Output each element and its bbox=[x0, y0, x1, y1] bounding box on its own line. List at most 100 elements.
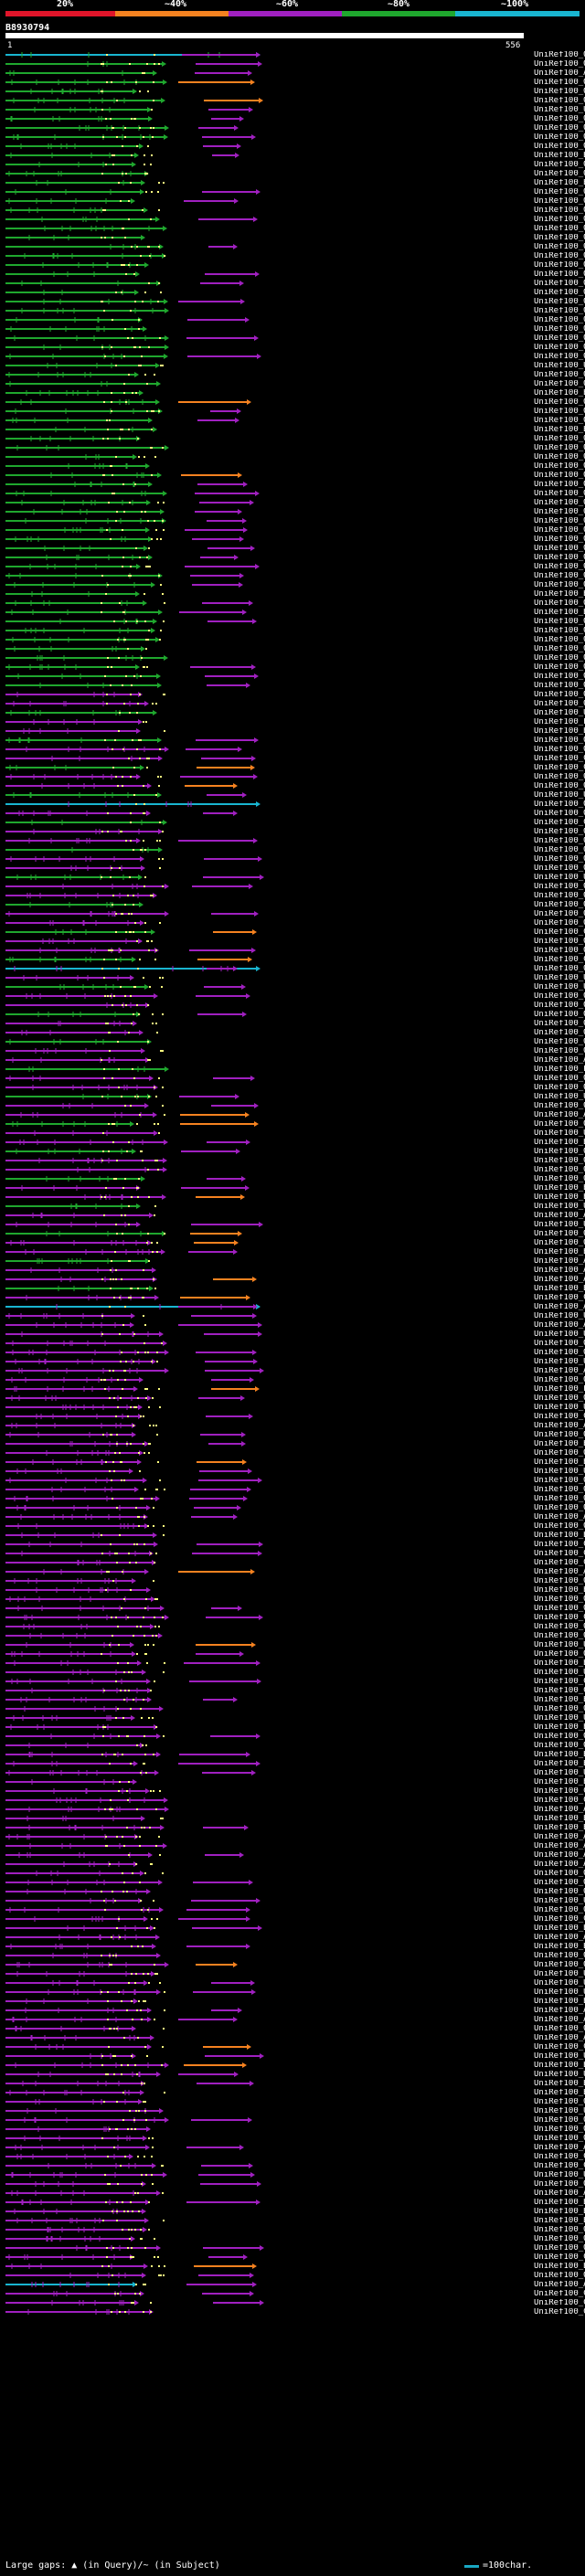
hit-label[interactable]: UniRef100_Q9S9N1 bbox=[534, 1376, 585, 1383]
hit-alignment-row[interactable] bbox=[5, 1121, 259, 1127]
hit-label[interactable]: UniRef100_Q9FLL1 bbox=[534, 1870, 585, 1877]
hit-label[interactable]: UniRef100_Q9M336 bbox=[534, 810, 585, 817]
hit-alignment-row[interactable] bbox=[5, 1560, 156, 1565]
hit-label[interactable]: UniRef100_Q9LHS1 bbox=[534, 453, 585, 461]
hit-alignment-row[interactable] bbox=[5, 1971, 158, 1977]
hit-label[interactable]: UniRef100_UP1000... bbox=[534, 1203, 585, 1210]
hit-alignment-row[interactable] bbox=[5, 1980, 255, 1986]
hit-alignment-row[interactable] bbox=[5, 920, 161, 926]
hit-alignment-row[interactable] bbox=[5, 1112, 250, 1118]
hit-alignment-row[interactable] bbox=[5, 2163, 253, 2168]
hit-label[interactable]: UniRef100_B9H6D4 bbox=[534, 2062, 585, 2069]
hit-alignment-row[interactable] bbox=[5, 1761, 261, 1766]
hit-label[interactable]: UniRef100_Q7TL76 bbox=[534, 243, 585, 250]
hit-label[interactable]: UniRef100_Q3HTK2 bbox=[534, 2180, 585, 2188]
hit-label[interactable]: UniRef100_B7QD30 bbox=[534, 1723, 585, 1731]
hit-label[interactable]: UniRef100_Q43504 bbox=[534, 1029, 585, 1036]
hit-alignment-row[interactable] bbox=[5, 1935, 160, 1940]
hit-alignment-row[interactable] bbox=[5, 600, 253, 606]
hit-label[interactable]: UniRef100_C9YXT3 bbox=[534, 2308, 585, 2316]
hit-alignment-row[interactable] bbox=[5, 1551, 262, 1556]
hit-alignment-row[interactable] bbox=[5, 134, 256, 140]
hit-label[interactable]: UniRef100_Q9GTV9 bbox=[534, 499, 585, 506]
hit-alignment-row[interactable] bbox=[5, 2117, 252, 2123]
hit-alignment-row[interactable] bbox=[5, 683, 250, 688]
hit-label[interactable]: UniRef100_C4YYP5 bbox=[534, 1559, 585, 1566]
hit-label[interactable]: UniRef100_Q2WXQ1 bbox=[534, 216, 585, 223]
hit-alignment-row[interactable] bbox=[5, 1953, 161, 1958]
hit-alignment-row[interactable] bbox=[5, 1066, 169, 1072]
hit-label[interactable]: UniRef100_Q3LHF7 bbox=[534, 919, 585, 927]
hit-alignment-row[interactable] bbox=[5, 1267, 156, 1273]
hit-alignment-row[interactable] bbox=[5, 2227, 150, 2232]
hit-alignment-row[interactable] bbox=[5, 290, 162, 295]
hit-label[interactable]: UniRef100_Q09169 bbox=[534, 398, 585, 406]
hit-label[interactable]: UniRef100_Q9C857 bbox=[534, 572, 585, 579]
hit-label[interactable]: UniRef100_Q41120 bbox=[534, 380, 585, 387]
hit-label[interactable]: UniRef100_Q06446 bbox=[534, 508, 585, 515]
hit-alignment-row[interactable] bbox=[5, 89, 149, 94]
hit-alignment-row[interactable] bbox=[5, 1468, 252, 1474]
hit-alignment-row[interactable] bbox=[5, 226, 167, 231]
hit-alignment-row[interactable] bbox=[5, 1733, 261, 1739]
hit-label[interactable]: UniRef100_Q4B099 bbox=[534, 800, 585, 808]
hit-label[interactable]: UniRef100_UP1000... bbox=[534, 974, 585, 981]
hit-alignment-row[interactable] bbox=[5, 801, 261, 807]
hit-label[interactable]: UniRef100_Q05769 bbox=[534, 408, 585, 415]
hit-alignment-row[interactable] bbox=[5, 701, 157, 706]
hit-label[interactable]: UniRef100_Q8LK15 bbox=[534, 682, 585, 689]
hit-label[interactable]: UniRef100_Q7PAI8 bbox=[534, 1742, 585, 1749]
hit-alignment-row[interactable] bbox=[5, 2273, 254, 2278]
hit-label[interactable]: UniRef100_Q40402 bbox=[534, 636, 585, 643]
hit-label[interactable]: UniRef100_A4URA1 bbox=[534, 1842, 585, 1850]
hit-label[interactable]: UniRef100_Q40415 bbox=[534, 325, 585, 333]
hit-label[interactable]: UniRef100_A6BQP2 bbox=[534, 1276, 585, 1283]
hit-alignment-row[interactable] bbox=[5, 875, 264, 880]
hit-alignment-row[interactable] bbox=[5, 591, 164, 597]
hit-alignment-row[interactable] bbox=[5, 948, 256, 953]
hit-alignment-row[interactable] bbox=[5, 1852, 244, 1858]
hit-label[interactable]: UniRef100_Q9S186 bbox=[534, 1504, 585, 1511]
hit-alignment-row[interactable] bbox=[5, 2254, 248, 2260]
hit-label[interactable]: UniRef100_Q9SQ83 bbox=[534, 97, 585, 104]
hit-label[interactable]: UniRef100_A7RF20 bbox=[534, 2007, 585, 2014]
hit-label[interactable]: UniRef100_Q39666 bbox=[534, 435, 585, 442]
hit-alignment-row[interactable] bbox=[5, 1889, 151, 1894]
hit-alignment-row[interactable] bbox=[5, 2044, 251, 2050]
hit-alignment-row[interactable] bbox=[5, 1779, 137, 1785]
hit-label[interactable]: UniRef100_Q6FL37 bbox=[534, 1623, 585, 1630]
hit-alignment-row[interactable] bbox=[5, 984, 246, 990]
hit-label[interactable]: UniRef100_P06599 bbox=[534, 718, 585, 726]
hit-alignment-row[interactable] bbox=[5, 975, 164, 981]
hit-label[interactable]: UniRef100_UP1000... bbox=[534, 1641, 585, 1648]
hit-label[interactable]: UniRef100_B9GLU7 bbox=[534, 1193, 585, 1201]
hit-alignment-row[interactable] bbox=[5, 80, 255, 85]
hit-label[interactable]: UniRef100_B9S2I49 bbox=[534, 2199, 585, 2206]
hit-label[interactable]: UniRef100_Q4KVV7 bbox=[534, 2235, 585, 2242]
hit-alignment-row[interactable] bbox=[5, 1130, 160, 1136]
hit-alignment-row[interactable] bbox=[5, 655, 168, 661]
hit-label[interactable]: UniRef100_B9R9R2 bbox=[534, 1586, 585, 1594]
hit-alignment-row[interactable] bbox=[5, 354, 261, 359]
hit-label[interactable]: UniRef100_Q9STN1 bbox=[534, 79, 585, 86]
hit-label[interactable]: UniRef100_Q38913-2 bbox=[534, 663, 585, 671]
hit-label[interactable]: UniRef100_A3KQ26 bbox=[534, 1257, 585, 1265]
hit-label[interactable]: UniRef100_Q94976 bbox=[534, 1522, 585, 1530]
hit-alignment-row[interactable] bbox=[5, 1176, 246, 1182]
hit-label[interactable]: UniRef100_B9S0M7 bbox=[534, 1998, 585, 2005]
hit-alignment-row[interactable] bbox=[5, 893, 157, 898]
hit-label[interactable]: UniRef100_Q3EC14 bbox=[534, 773, 585, 780]
hit-alignment-row[interactable] bbox=[5, 673, 259, 679]
hit-alignment-row[interactable] bbox=[5, 1651, 244, 1657]
hit-label[interactable]: UniRef100_Q41962 bbox=[534, 654, 585, 662]
hit-label[interactable]: UniRef100_C5XA46 bbox=[534, 1678, 585, 1685]
hit-alignment-row[interactable] bbox=[5, 436, 141, 441]
hit-label[interactable]: UniRef100_UP1000... bbox=[534, 1404, 585, 1411]
hit-label[interactable]: UniRef100_B9SMT1 bbox=[534, 1760, 585, 1767]
hit-alignment-row[interactable] bbox=[5, 381, 161, 387]
hit-alignment-row[interactable] bbox=[5, 1423, 157, 1428]
hit-alignment-row[interactable] bbox=[5, 847, 163, 853]
hit-label[interactable]: UniRef100_A3KQ20 bbox=[534, 1367, 585, 1374]
hit-label[interactable]: UniRef100_Q02IC3 bbox=[534, 289, 585, 296]
hit-alignment-row[interactable] bbox=[5, 1880, 253, 1885]
